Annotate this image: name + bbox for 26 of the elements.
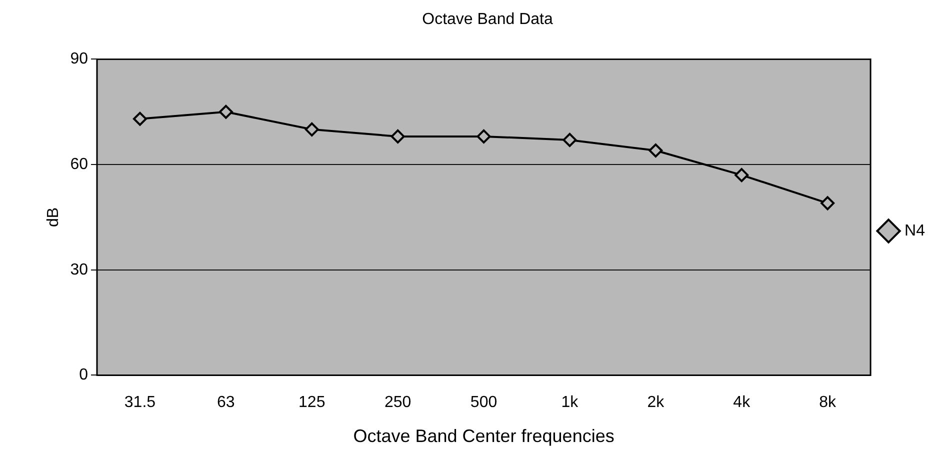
point bbox=[304, 122, 319, 136]
y-tick-label: 30 bbox=[70, 261, 88, 278]
point bbox=[562, 132, 577, 147]
x-axis-title: Octave Band Center frequencies bbox=[353, 426, 614, 446]
point bbox=[476, 129, 491, 144]
point bbox=[820, 196, 835, 210]
x-tick-label: 500 bbox=[470, 394, 498, 412]
y-axis-title: dB bbox=[45, 207, 62, 227]
x-tick-label: 125 bbox=[298, 394, 326, 412]
point bbox=[734, 168, 749, 182]
x-tick-label: 4k bbox=[733, 394, 752, 412]
y-tick-label: 60 bbox=[70, 156, 88, 173]
point bbox=[390, 129, 405, 144]
y-tick-label: 0 bbox=[79, 366, 88, 384]
x-tick-label: 63 bbox=[217, 394, 235, 412]
point bbox=[648, 143, 663, 158]
legend-label: N4 bbox=[904, 222, 926, 240]
y-tick-label: 90 bbox=[70, 50, 88, 68]
x-tick-label: 1k bbox=[561, 394, 580, 412]
point bbox=[132, 112, 147, 126]
point bbox=[218, 104, 233, 119]
x-tick-label: 8k bbox=[819, 394, 838, 412]
x-tick-label: 2k bbox=[647, 394, 666, 412]
x-tick-label: 31.5 bbox=[124, 394, 156, 412]
chart-title: Octave Band Data bbox=[422, 11, 553, 28]
x-tick-label: 250 bbox=[384, 394, 412, 412]
